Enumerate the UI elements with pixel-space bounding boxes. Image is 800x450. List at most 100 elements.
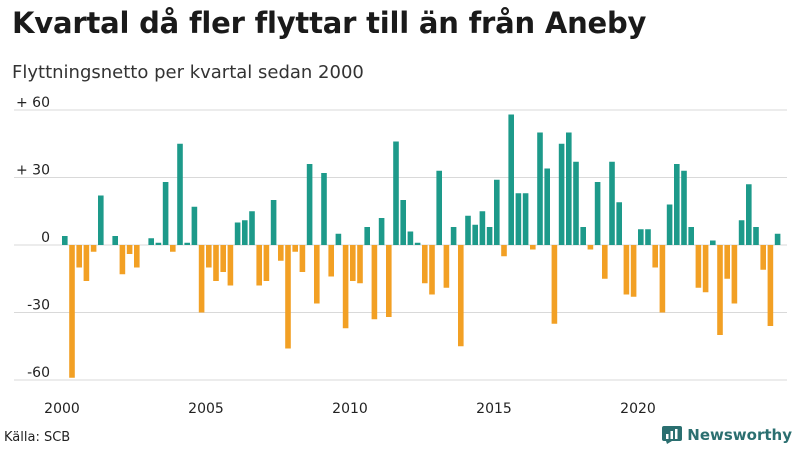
bar xyxy=(479,211,486,245)
x-tick-label: 2000 xyxy=(44,401,80,417)
bar xyxy=(602,245,608,279)
bar xyxy=(83,245,90,281)
bar xyxy=(162,182,169,245)
bar xyxy=(170,245,176,252)
x-tick-label: 2010 xyxy=(332,401,368,417)
bar xyxy=(126,245,133,254)
bar xyxy=(184,242,190,245)
y-tick-label: + 30 xyxy=(16,163,50,179)
bar xyxy=(515,193,522,245)
bar xyxy=(465,215,471,245)
brand-name: Newsworthy xyxy=(687,426,792,444)
bar xyxy=(292,245,298,252)
bar xyxy=(623,245,630,295)
bar xyxy=(774,233,781,245)
y-tick-label: 0 xyxy=(41,230,50,246)
bar xyxy=(746,184,752,245)
y-tick-label: -30 xyxy=(27,298,50,314)
bar xyxy=(414,242,421,245)
bar xyxy=(458,245,464,347)
bar xyxy=(119,245,126,275)
bar xyxy=(69,245,75,378)
bar xyxy=(767,245,774,326)
bar xyxy=(278,245,284,261)
bar xyxy=(249,211,255,245)
bar xyxy=(422,245,428,284)
bar xyxy=(206,245,212,268)
x-tick-label: 2005 xyxy=(188,401,224,417)
bar xyxy=(580,227,586,245)
bar xyxy=(486,227,493,245)
bar xyxy=(98,195,104,245)
source-note: Källa: SCB xyxy=(4,430,71,445)
chart-title: Kvartal då fler flyttar till än från Ane… xyxy=(12,6,647,40)
bar xyxy=(587,245,594,250)
bar xyxy=(717,245,723,335)
bar xyxy=(371,245,378,320)
bar xyxy=(227,245,234,286)
bar xyxy=(760,245,766,270)
bar xyxy=(90,245,97,252)
bar xyxy=(731,245,738,304)
bar xyxy=(148,238,154,245)
bar xyxy=(213,245,219,281)
bar xyxy=(688,227,694,245)
bar xyxy=(594,182,601,245)
bar xyxy=(681,170,687,245)
bar xyxy=(378,218,385,245)
bar xyxy=(537,132,543,245)
bar xyxy=(335,233,342,245)
bar xyxy=(328,245,334,277)
bar xyxy=(674,164,680,245)
bar xyxy=(285,245,291,349)
chart-subtitle: Flyttningsnetto per kvartal sedan 2000 xyxy=(12,62,364,83)
bar xyxy=(724,245,730,279)
bar xyxy=(400,200,406,245)
bar xyxy=(753,227,759,245)
bar xyxy=(558,143,565,245)
bar xyxy=(501,245,507,257)
bar xyxy=(573,161,579,245)
bar xyxy=(494,179,500,245)
bar xyxy=(702,245,709,293)
bar xyxy=(234,222,241,245)
bar xyxy=(306,164,313,245)
bar xyxy=(659,245,666,313)
bar xyxy=(738,220,745,245)
y-axis-labels: + 60 + 30 0 -30 -60 xyxy=(16,95,50,381)
bar xyxy=(522,193,529,245)
bar xyxy=(652,245,658,268)
y-tick-label: + 60 xyxy=(16,95,50,111)
bar xyxy=(357,245,363,284)
bar xyxy=(198,245,205,313)
bar xyxy=(645,229,651,245)
bar xyxy=(299,245,306,272)
bar xyxy=(386,245,392,317)
bar xyxy=(407,231,414,245)
bar xyxy=(429,245,435,295)
bar xyxy=(263,245,270,281)
bar-chart-logo-icon xyxy=(662,426,683,444)
bar xyxy=(314,245,320,304)
bar xyxy=(256,245,262,286)
bar xyxy=(616,202,622,245)
bar xyxy=(710,240,716,245)
bar xyxy=(393,141,399,245)
x-tick-label: 2020 xyxy=(620,401,656,417)
bar xyxy=(443,245,450,288)
bar xyxy=(342,245,349,329)
bar xyxy=(666,204,673,245)
bar xyxy=(191,206,198,245)
bar xyxy=(155,242,162,245)
bar xyxy=(177,143,183,245)
bar xyxy=(350,245,356,281)
bar xyxy=(530,245,536,250)
bar xyxy=(220,245,226,272)
bar xyxy=(436,170,442,245)
bar xyxy=(76,245,82,268)
bar xyxy=(609,161,615,245)
bars xyxy=(62,114,781,378)
gridlines xyxy=(14,109,787,381)
newsworthy-brand[interactable]: Newsworthy xyxy=(662,426,792,444)
